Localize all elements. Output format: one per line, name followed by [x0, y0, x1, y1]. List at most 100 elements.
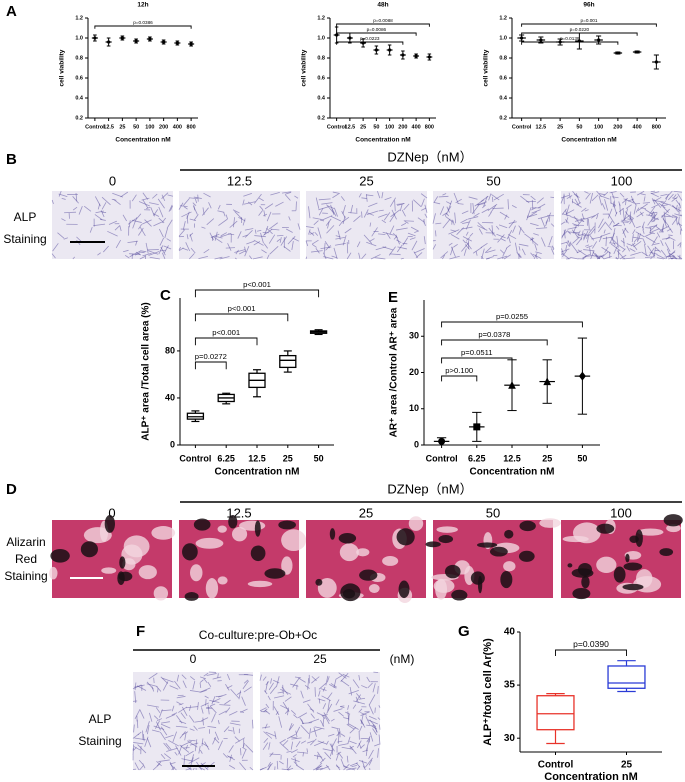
y-tick-label: 0.6	[317, 75, 325, 81]
cell	[377, 717, 381, 720]
cell	[254, 229, 257, 234]
cell	[209, 699, 220, 703]
cell	[442, 193, 447, 196]
clear-area	[356, 548, 370, 557]
cell	[584, 215, 596, 220]
cell	[217, 740, 223, 751]
x-tick-label: 6.25	[468, 453, 486, 463]
cell	[313, 765, 323, 771]
cell	[668, 234, 673, 236]
cell	[635, 226, 641, 229]
cell	[622, 229, 627, 238]
mineral-nodule	[398, 580, 410, 599]
cell	[337, 230, 341, 240]
cell	[589, 192, 594, 204]
cell	[611, 191, 615, 200]
x-axis-title: Concentration nM	[355, 137, 410, 144]
cell	[589, 247, 592, 256]
cell	[119, 225, 122, 232]
x-axis-title: Concentration nM	[544, 771, 638, 782]
cell	[280, 704, 288, 710]
cell	[490, 205, 497, 213]
cell	[507, 199, 509, 210]
column-label: 0	[190, 652, 197, 666]
cell	[263, 243, 269, 249]
cell	[668, 252, 677, 260]
cell	[649, 225, 657, 228]
cell	[561, 248, 564, 254]
cell	[218, 693, 227, 698]
cell	[148, 251, 160, 256]
cell	[207, 704, 210, 715]
cell	[644, 244, 647, 257]
cell	[160, 726, 168, 736]
cell	[512, 225, 516, 233]
cell	[392, 233, 398, 239]
cell	[653, 242, 660, 245]
cell	[181, 674, 187, 680]
cell	[613, 245, 618, 255]
cell	[89, 227, 93, 233]
cell	[147, 704, 159, 708]
cell	[258, 210, 263, 216]
cell	[169, 762, 176, 765]
cell	[560, 241, 569, 245]
cell	[243, 201, 256, 205]
bracket	[441, 375, 478, 382]
mineral-nodule	[519, 520, 536, 532]
cell	[362, 765, 366, 771]
cell	[331, 726, 339, 730]
cell	[629, 217, 634, 225]
cell	[518, 243, 529, 247]
x-tick-label: 12.5	[503, 453, 521, 463]
cell	[275, 201, 284, 207]
cell	[532, 253, 542, 259]
cell	[347, 705, 350, 710]
cell	[149, 712, 153, 722]
clear-area	[195, 537, 224, 549]
cell	[264, 225, 269, 236]
cell	[332, 191, 340, 194]
cell	[477, 202, 486, 206]
x-tick-label: 50	[314, 453, 324, 463]
cell	[300, 724, 310, 735]
cell	[664, 190, 673, 199]
cell	[625, 204, 632, 209]
x-tick-label: 100	[145, 124, 154, 130]
cell	[330, 216, 342, 222]
cell	[504, 214, 508, 220]
cell	[612, 222, 620, 228]
cell	[160, 753, 166, 760]
x-tick-label: 50	[133, 124, 139, 130]
x-tick-label: 50	[373, 124, 379, 130]
mineral-nodule	[572, 588, 591, 600]
cell	[651, 198, 656, 205]
clear-area	[231, 526, 248, 542]
box	[279, 354, 297, 369]
cell	[208, 202, 212, 209]
cell	[537, 215, 550, 220]
bracket	[94, 25, 192, 29]
cell	[444, 205, 452, 217]
cell	[629, 248, 636, 252]
cell	[389, 225, 395, 235]
cell	[198, 745, 201, 754]
cell	[114, 225, 121, 231]
cell	[201, 226, 206, 229]
cell	[496, 233, 506, 239]
cell	[645, 236, 656, 243]
cell	[358, 697, 366, 700]
cell	[331, 743, 334, 755]
cell	[586, 234, 589, 239]
cell	[460, 218, 468, 224]
cell	[552, 248, 555, 250]
cell	[481, 208, 490, 214]
cell	[161, 194, 166, 202]
cell	[147, 724, 150, 735]
cell	[586, 234, 590, 243]
cell	[565, 210, 568, 217]
cell	[277, 691, 284, 694]
cell	[537, 203, 546, 209]
cell	[369, 732, 374, 742]
